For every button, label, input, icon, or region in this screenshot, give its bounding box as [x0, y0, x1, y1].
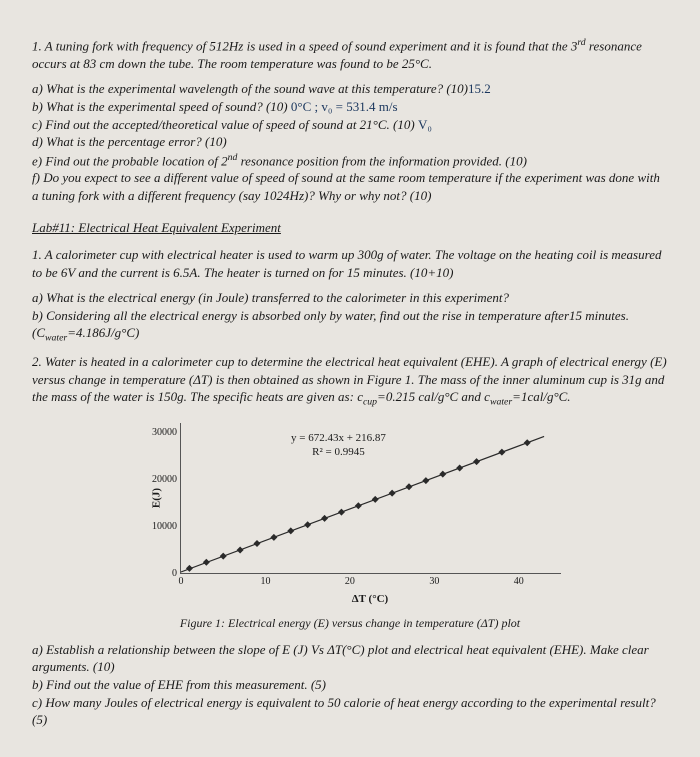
- p1-f: f) Do you expect to see a different valu…: [32, 169, 668, 204]
- figure-caption: Figure 1: Electrical energy (E) versus c…: [32, 615, 668, 631]
- chart-container: E(J) y = 672.43x + 216.87 R² = 0.9945 01…: [140, 423, 560, 607]
- sup-rd: rd: [577, 37, 585, 48]
- chart-xtick: 10: [260, 575, 270, 589]
- q2-b: b) Find out the value of EHE from this m…: [32, 676, 668, 694]
- p1-c: c) Find out the accepted/theoretical val…: [32, 116, 668, 134]
- p1-b: b) What is the experimental speed of sou…: [32, 98, 668, 116]
- lab1-a: a) What is the electrical energy (in Jou…: [32, 289, 668, 307]
- lab1-cwater: (Cwater=4.186J/g°C): [32, 324, 668, 345]
- chart-svg: [181, 423, 561, 573]
- chart-ytick: 10000: [143, 520, 177, 534]
- chart-plot-area: E(J) y = 672.43x + 216.87 R² = 0.9945 01…: [180, 423, 561, 574]
- p1-e: e) Find out the probable location of 2nd…: [32, 151, 668, 170]
- lab1-b: b) Considering all the electrical energy…: [32, 307, 668, 325]
- chart-xtick: 0: [179, 575, 184, 589]
- q2-a: a) Establish a relationship between the …: [32, 641, 668, 676]
- chart-xlabel: ΔT (°C): [180, 592, 560, 607]
- p1-c-handwriting: V₀: [418, 117, 432, 132]
- sup-nd: nd: [228, 152, 238, 163]
- chart-xtick: 20: [345, 575, 355, 589]
- chart-ytick: 0: [143, 567, 177, 581]
- lab2-intro: 2. Water is heated in a calorimeter cup …: [32, 353, 668, 409]
- p1-d: d) What is the percentage error? (10): [32, 133, 668, 151]
- p1-intro-text: 1. A tuning fork with frequency of 512Hz…: [32, 38, 577, 53]
- p1-a: a) What is the experimental wavelength o…: [32, 80, 668, 98]
- q2-c: c) How many Joules of electrical energy …: [32, 694, 668, 729]
- lab1-intro: 1. A calorimeter cup with electrical hea…: [32, 246, 668, 281]
- lab-title: Lab#11: Electrical Heat Equivalent Exper…: [32, 219, 668, 237]
- chart-ylabel: E(J): [150, 488, 165, 508]
- chart-ytick: 20000: [143, 473, 177, 487]
- p1-intro: 1. A tuning fork with frequency of 512Hz…: [32, 36, 668, 72]
- p1-a-handwriting: 15.2: [468, 81, 491, 96]
- chart-ytick: 30000: [143, 426, 177, 440]
- p1-b-handwriting: 0°C ; v₀ = 531.4 m/s: [291, 99, 398, 114]
- chart-xtick: 30: [429, 575, 439, 589]
- chart-xtick: 40: [514, 575, 524, 589]
